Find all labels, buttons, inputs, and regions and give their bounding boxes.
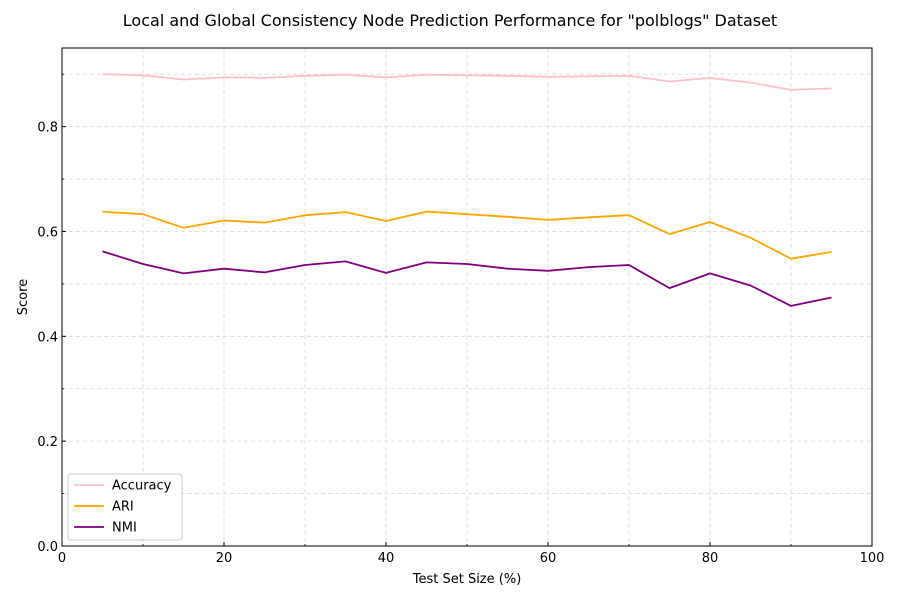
legend: Accuracy ARI NMI (67, 473, 183, 541)
series-line-accuracy (102, 73, 832, 91)
x-axis-label: Test Set Size (%) (412, 572, 522, 587)
y-tick-label: 0.0 (37, 540, 58, 555)
y-tick-label: 0.8 (37, 121, 58, 136)
y-tick-label: 0.2 (37, 435, 58, 450)
x-tick-label: 80 (702, 551, 719, 566)
y-axis-label: Score (16, 279, 31, 315)
series-line-nmi (102, 250, 832, 307)
y-tick-label: 0.4 (37, 330, 58, 345)
legend-label-accuracy: Accuracy (112, 479, 172, 494)
y-tick-label: 0.6 (37, 225, 58, 240)
series-line-ari (102, 210, 832, 260)
axis-ticks: 0 20 40 60 80 100 0.0 0.2 0.4 0.6 0.8 (37, 73, 885, 566)
legend-label-nmi: NMI (112, 521, 137, 536)
x-tick-label: 20 (216, 551, 233, 566)
x-tick-label: 100 (860, 551, 885, 566)
series-lines (102, 73, 832, 307)
chart-title: Local and Global Consistency Node Predic… (123, 11, 777, 30)
legend-box (67, 473, 183, 541)
x-tick-label: 0 (58, 551, 66, 566)
legend-label-ari: ARI (112, 500, 134, 515)
grid (62, 48, 872, 546)
x-tick-label: 60 (540, 551, 557, 566)
x-tick-label: 40 (378, 551, 395, 566)
